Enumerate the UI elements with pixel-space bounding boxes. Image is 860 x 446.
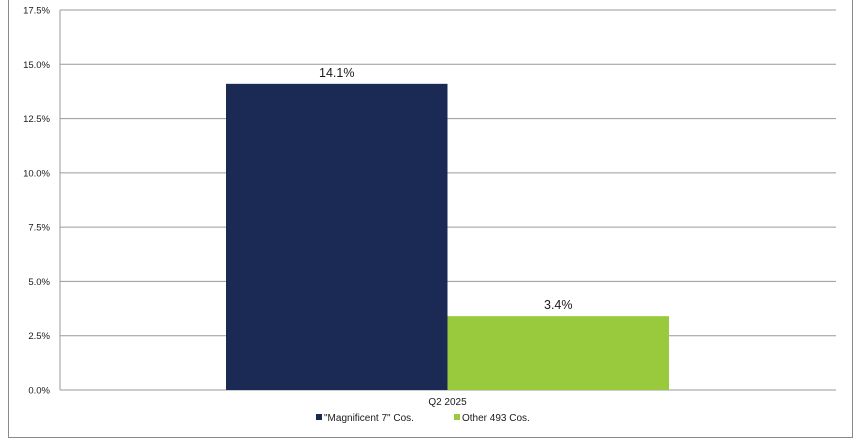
y-tick-label: 0.0% <box>28 386 50 397</box>
y-tick-label: 5.0% <box>28 277 50 288</box>
legend-label: "Magnificent 7" Cos. <box>324 413 414 424</box>
bar-other-493 <box>447 316 669 390</box>
x-category-label: Q2 2025 <box>428 397 467 408</box>
y-tick-label: 10.0% <box>23 168 50 179</box>
legend-label: Other 493 Cos. <box>462 413 530 424</box>
y-tick-label: 12.5% <box>23 114 50 125</box>
y-tick-label: 2.5% <box>28 331 50 342</box>
y-tick-label: 17.5% <box>23 6 50 17</box>
legend-swatch <box>454 414 460 420</box>
data-label: 14.1% <box>319 66 354 80</box>
data-label: 3.4% <box>544 298 573 312</box>
bar-magnificent-7 <box>226 83 448 390</box>
legend-swatch <box>316 414 322 420</box>
y-tick-label: 15.0% <box>23 60 50 71</box>
y-tick-label: 7.5% <box>28 223 50 234</box>
